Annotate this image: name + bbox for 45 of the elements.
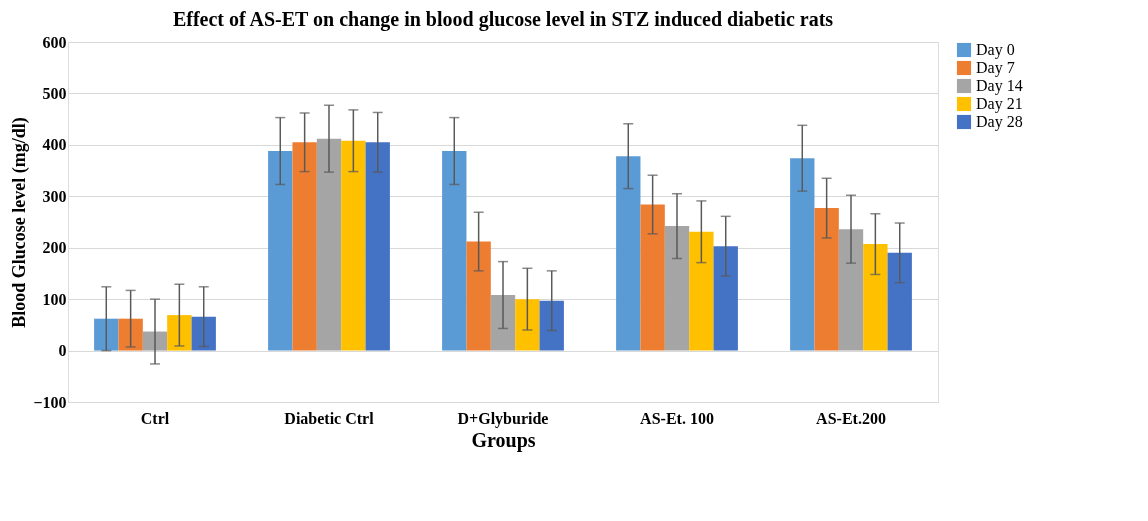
bar — [887, 252, 912, 351]
bar — [616, 156, 641, 351]
bar — [814, 208, 839, 351]
x-tick-label: Diabetic Ctrl — [284, 409, 375, 427]
y-axis-title: Blood Glucose level (mg/dl) — [9, 117, 31, 328]
bar — [268, 151, 293, 351]
y-tick-label: 600 — [42, 33, 67, 51]
y-tick-label: 0 — [58, 342, 67, 360]
bar — [515, 299, 540, 351]
legend-label: Day 21 — [976, 95, 1023, 113]
bar — [365, 142, 390, 351]
x-axis-title: Groups — [471, 428, 536, 452]
bar — [442, 151, 467, 351]
bar — [664, 226, 690, 351]
chart-title: Effect of AS-ET on change in blood glucose level in STZ induced diabetic rats — [172, 8, 834, 31]
bar — [713, 246, 738, 351]
bar — [539, 300, 564, 351]
legend-label: Day 0 — [976, 41, 1015, 59]
bar — [191, 316, 216, 351]
bar — [863, 244, 888, 351]
x-tick-label: Ctrl — [140, 409, 170, 427]
bar — [838, 229, 864, 351]
legend-label: Day 28 — [976, 113, 1023, 131]
y-tick-label: 300 — [42, 187, 67, 205]
bar — [466, 241, 491, 351]
bar — [790, 158, 815, 351]
legend-label: Day 14 — [976, 77, 1023, 95]
bar — [689, 231, 714, 351]
bar — [94, 318, 119, 351]
y-tick-label: 500 — [42, 84, 67, 102]
bar — [316, 138, 342, 351]
y-tick-label: 400 — [42, 136, 67, 154]
x-tick-label: D+Glyburide — [457, 409, 549, 428]
bar — [640, 204, 665, 351]
bar — [167, 315, 192, 351]
bar — [341, 140, 366, 351]
y-tick-label: −100 — [33, 393, 67, 411]
x-tick-label: AS-Et.200 — [816, 409, 886, 427]
legend-label: Day 7 — [976, 59, 1015, 77]
bar — [490, 295, 516, 351]
y-tick-label: 100 — [42, 290, 67, 308]
bar — [118, 318, 143, 351]
bar — [292, 142, 317, 351]
x-tick-label: AS-Et. 100 — [640, 409, 714, 427]
y-tick-label: 200 — [42, 239, 67, 257]
